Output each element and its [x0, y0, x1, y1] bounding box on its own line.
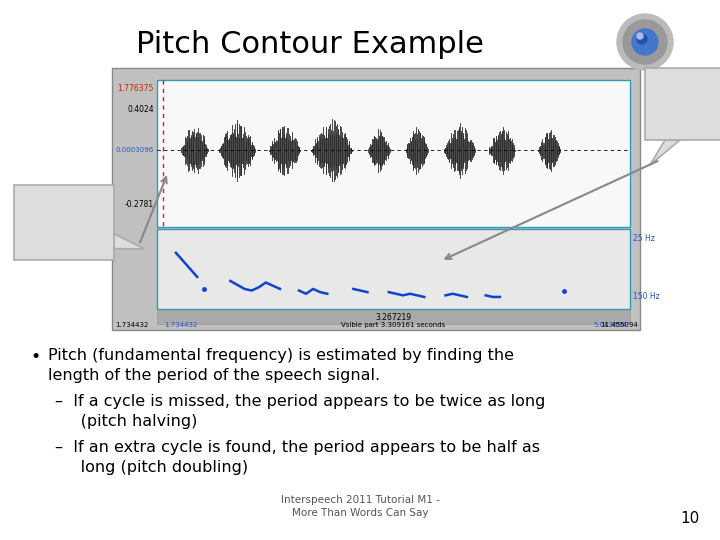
Polygon shape — [650, 140, 680, 165]
Text: –  If a cycle is missed, the period appears to be twice as long
     (pitch halv: – If a cycle is missed, the period appea… — [55, 394, 545, 429]
Text: 1.734432: 1.734432 — [164, 322, 197, 328]
FancyBboxPatch shape — [157, 310, 630, 324]
Text: Interspeech 2011 Tutorial M1 -
More Than Words Can Say: Interspeech 2011 Tutorial M1 - More Than… — [281, 495, 439, 518]
Circle shape — [617, 14, 673, 70]
Text: 25 Hz: 25 Hz — [633, 234, 655, 242]
Circle shape — [623, 20, 667, 64]
Text: Pitch (fundamental frequency) is estimated by finding the
length of the period o: Pitch (fundamental frequency) is estimat… — [48, 348, 514, 383]
Circle shape — [632, 29, 658, 55]
Polygon shape — [114, 234, 144, 249]
Text: 150 Hz: 150 Hz — [633, 292, 660, 301]
Circle shape — [637, 34, 647, 44]
FancyBboxPatch shape — [645, 68, 720, 140]
Text: •: • — [30, 348, 40, 366]
FancyBboxPatch shape — [112, 68, 640, 330]
Text: 5.043694: 5.043694 — [593, 322, 627, 328]
Circle shape — [637, 33, 643, 39]
Text: 0.0003096: 0.0003096 — [116, 147, 154, 153]
FancyBboxPatch shape — [157, 80, 630, 227]
FancyBboxPatch shape — [14, 185, 114, 260]
Text: -0.2781: -0.2781 — [125, 200, 154, 209]
Text: 3.267219: 3.267219 — [375, 313, 412, 321]
FancyBboxPatch shape — [157, 229, 630, 309]
Text: 10: 10 — [680, 511, 700, 526]
Text: Pitch Contour Example: Pitch Contour Example — [136, 30, 484, 59]
Text: 11.455094: 11.455094 — [600, 322, 638, 328]
Text: 1.734432: 1.734432 — [115, 322, 148, 328]
Text: 0.4024: 0.4024 — [127, 105, 154, 114]
Text: Vsible part 3.309161 seconds: Vsible part 3.309161 seconds — [341, 322, 446, 328]
Text: 1.776375: 1.776375 — [117, 84, 154, 93]
Text: –  If an extra cycle is found, the period appears to be half as
     long (pitch: – If an extra cycle is found, the period… — [55, 440, 540, 475]
